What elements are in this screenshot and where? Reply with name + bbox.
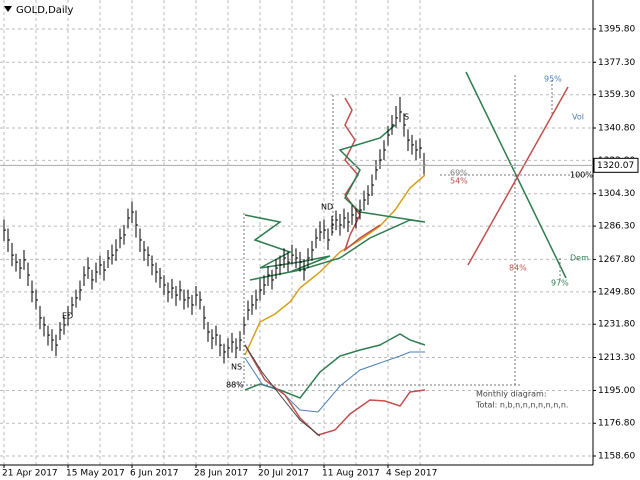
axes: 1158.60 1176.80 1195.00 1213.30 1231.80 1249.… <box>0 24 639 479</box>
annotations: ED NS ND S 88% 95% Vol 100% 69% 54% Dem … <box>62 75 593 410</box>
y-tick-label: 1377.30 <box>598 58 635 68</box>
annotation: ED <box>62 312 73 321</box>
x-tick-label: 4 Sep 2017 <box>386 469 437 479</box>
annotation: 95% <box>544 75 562 84</box>
y-tick-label: 1304.30 <box>598 189 635 199</box>
x-tick-label: 6 Jun 2017 <box>130 469 178 479</box>
y-tick-label: 1340.80 <box>598 123 635 133</box>
annotation: NS <box>231 363 242 372</box>
y-tick-label: 1176.80 <box>598 419 635 429</box>
y-tick-label: 1213.30 <box>598 353 635 363</box>
y-tick-label: 1267.80 <box>598 255 635 265</box>
current-price-box <box>593 157 639 173</box>
annotation: Vol <box>572 113 584 122</box>
yellow-line <box>244 174 426 356</box>
green-profile <box>244 124 426 281</box>
indicator-overlay <box>230 71 588 437</box>
x-tick-label: 28 Jun 2017 <box>194 469 248 479</box>
y-tick-label: 1231.80 <box>598 320 635 330</box>
chart-title: GOLD,Daily <box>16 5 73 16</box>
annotation: 84% <box>509 264 527 273</box>
annotation: ND <box>321 203 333 212</box>
annotation: S <box>404 113 409 122</box>
annotation: 88% <box>226 381 244 390</box>
annotation: 97% <box>551 279 569 288</box>
annotation: Total: n,b,n,n,n,n,n,n,n. <box>475 401 568 410</box>
annotation: Monthly diagram: <box>476 390 547 399</box>
y-tick-label: 1395.80 <box>598 24 635 34</box>
annotation: 69% <box>450 169 468 178</box>
x-tick-label: 20 Jul 2017 <box>258 469 309 479</box>
y-tick-label: 1158.60 <box>598 451 635 461</box>
price-bars <box>3 97 426 364</box>
annotation: Dem <box>570 254 589 263</box>
current-price-label: 1320.07 <box>597 161 634 171</box>
x-tick-label: 11 Aug 2017 <box>322 469 380 479</box>
menu-icon[interactable] <box>4 6 12 12</box>
annotation: 100% <box>570 171 593 180</box>
red-curve <box>244 344 426 436</box>
x-tick-label: 21 Apr 2017 <box>2 469 58 479</box>
y-tick-label: 1359.30 <box>598 90 635 100</box>
y-tick-label: 1249.80 <box>598 287 635 297</box>
y-tick-label: 1195.00 <box>598 386 635 396</box>
volume-line <box>467 86 569 266</box>
x-tick-label: 15 May 2017 <box>66 469 125 479</box>
dark-curve <box>244 344 321 437</box>
annotation: 54% <box>450 177 468 186</box>
y-tick-label: 1286.30 <box>598 222 635 232</box>
grid <box>0 0 593 465</box>
